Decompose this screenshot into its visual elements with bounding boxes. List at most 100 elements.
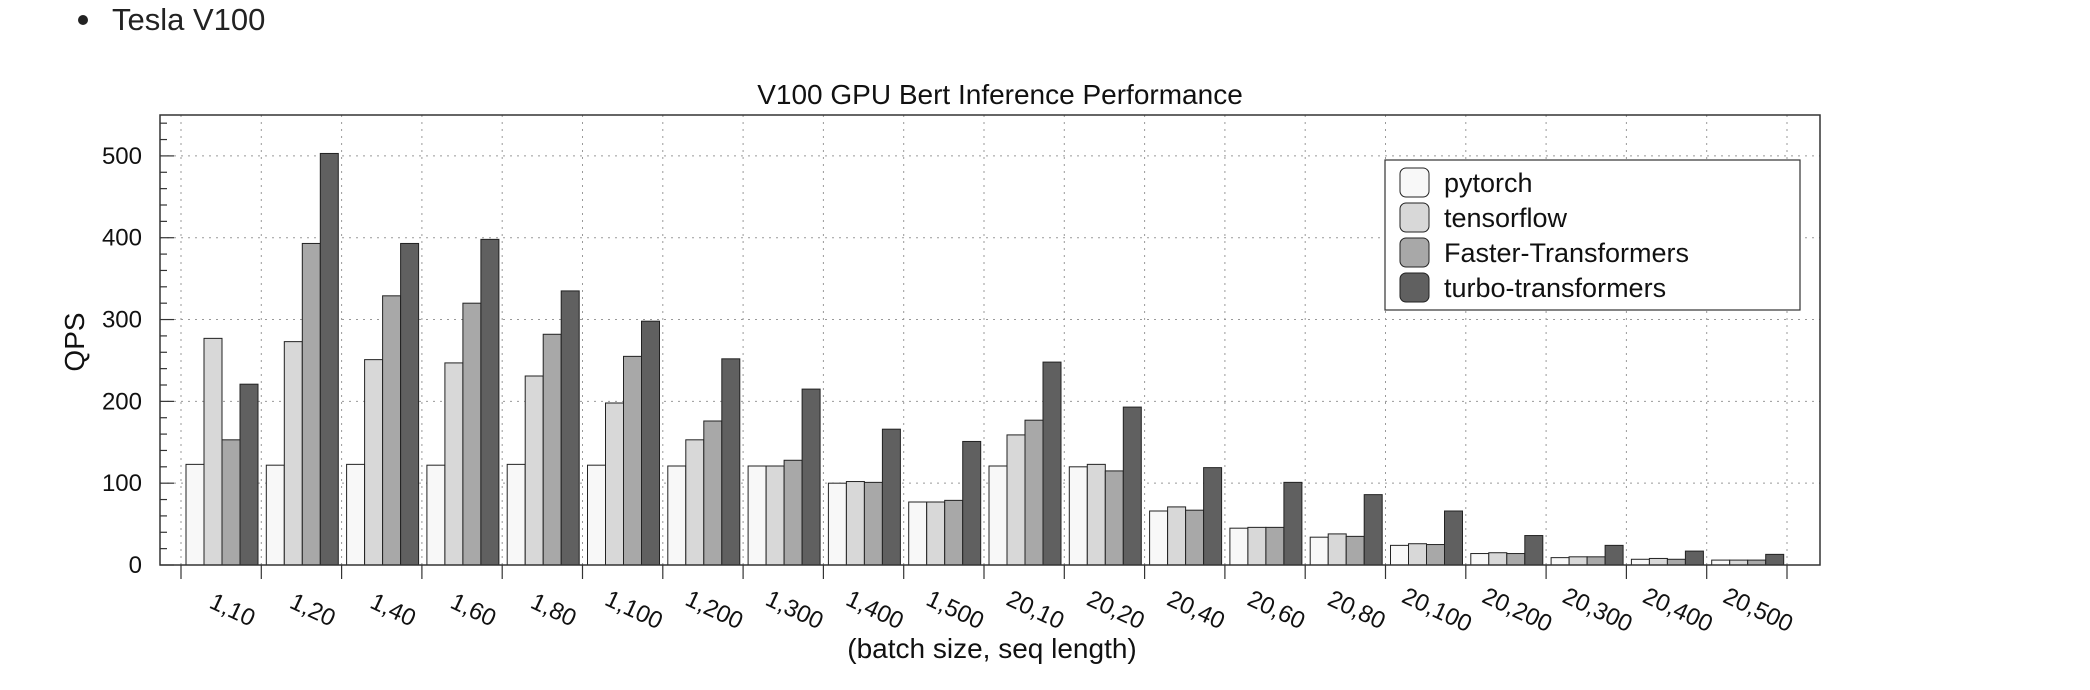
bar-faster-transformers	[1426, 544, 1445, 566]
x-tick-label: 1,400	[842, 585, 908, 635]
bar-tensorflow	[283, 341, 303, 566]
bar-tensorflow	[1086, 463, 1106, 566]
bar-faster-transformers	[1024, 419, 1044, 566]
x-tick-label: 1,200	[681, 585, 747, 635]
bar-turbo-transformers	[1203, 467, 1223, 566]
bar-turbo-transformers	[641, 320, 660, 566]
bar-faster-transformers	[382, 295, 402, 566]
bar-turbo-transformers	[319, 152, 339, 566]
bar-faster-transformers	[783, 459, 803, 566]
x-tick-label: 1,40	[366, 588, 420, 632]
x-tick-label: 20,40	[1163, 585, 1229, 635]
bar-faster-transformers	[863, 481, 883, 566]
x-tick-label: 20,500	[1719, 582, 1797, 637]
grid-lines	[160, 115, 1820, 565]
legend-label: Faster-Transformers	[1444, 238, 1689, 268]
bar-tensorflow	[605, 402, 624, 566]
bar-turbo-transformers	[1524, 535, 1544, 566]
x-tick-label: 20,200	[1478, 582, 1556, 637]
bar-pytorch	[747, 465, 767, 566]
bar-turbo-transformers	[881, 428, 901, 566]
bar-pytorch	[1630, 558, 1650, 566]
bar-turbo-transformers	[239, 383, 259, 566]
bar-pytorch	[667, 465, 687, 566]
bar-turbo-transformers	[962, 440, 982, 566]
y-tick-label: 100	[102, 470, 142, 497]
y-tick-label: 300	[102, 307, 142, 334]
bar-pytorch	[1390, 544, 1409, 566]
bar-faster-transformers	[301, 242, 321, 566]
y-tick-label: 200	[102, 388, 142, 415]
bar-turbo-transformers	[801, 388, 821, 566]
bar-turbo-transformers	[1042, 361, 1062, 566]
x-tick-label: 20,400	[1639, 582, 1717, 637]
bar-faster-transformers	[1265, 526, 1285, 566]
bar-faster-transformers	[1104, 470, 1124, 566]
legend-swatch	[1399, 167, 1430, 198]
x-tick-label: 1,500	[922, 585, 988, 635]
x-tick-label: 20,20	[1083, 585, 1149, 635]
bar-turbo-transformers	[1765, 553, 1785, 566]
bar-turbo-transformers	[1363, 494, 1383, 566]
bar-turbo-transformers	[560, 290, 580, 566]
bar-turbo-transformers	[1604, 544, 1624, 566]
bar-tensorflow	[1408, 543, 1427, 566]
bar-tensorflow	[364, 359, 384, 566]
bar-tensorflow	[1247, 526, 1267, 566]
bar-pytorch	[1309, 536, 1329, 566]
x-tick-label: 20,300	[1558, 582, 1636, 637]
bar-turbo-transformers	[480, 238, 500, 566]
bar-tensorflow	[1568, 556, 1588, 566]
bar-tensorflow	[765, 465, 785, 566]
bar-faster-transformers	[1345, 535, 1365, 566]
y-tick-label: 0	[129, 552, 142, 579]
bar-faster-transformers	[944, 499, 964, 566]
bars	[185, 152, 1785, 566]
x-axis: 1,10 1,20 1,40 1,60 1,80 1,100 1,200 1,300 1,400…	[180, 565, 1797, 638]
bar-tensorflow	[926, 501, 946, 566]
bar-pytorch	[587, 464, 606, 566]
y-tick-label: 400	[102, 225, 142, 252]
bar-pytorch	[1550, 557, 1570, 566]
bar-tensorflow	[1488, 552, 1508, 566]
bar-pytorch	[1068, 466, 1088, 566]
x-tick-label: 1,20	[286, 588, 340, 632]
bar-turbo-transformers	[721, 358, 741, 566]
bar-turbo-transformers	[1283, 481, 1303, 566]
bar-pytorch	[1229, 527, 1249, 566]
x-tick-label: 1,60	[446, 588, 500, 632]
bullet-text: Tesla V100	[112, 2, 266, 37]
bar-pytorch	[426, 464, 446, 566]
bar-pytorch	[185, 463, 205, 566]
bar-pytorch	[265, 464, 285, 566]
bar-tensorflow	[203, 337, 223, 566]
legend-box	[1384, 159, 1801, 311]
bar-pytorch	[346, 463, 366, 566]
bar-tensorflow	[1327, 533, 1347, 566]
legend-swatch	[1399, 237, 1430, 268]
bar-tensorflow	[845, 481, 865, 566]
y-tick-label: 500	[102, 143, 142, 170]
bar-faster-transformers	[462, 302, 482, 566]
bar-faster-transformers	[221, 439, 241, 566]
bar-faster-transformers	[623, 355, 642, 566]
x-tick-label: 1,80	[527, 588, 581, 632]
bar-pytorch	[908, 501, 928, 566]
legend-label: pytorch	[1444, 168, 1533, 198]
bar-tensorflow	[1648, 557, 1668, 566]
bar-faster-transformers	[542, 333, 562, 566]
bar-turbo-transformers	[1684, 550, 1704, 566]
legend-swatch	[1399, 272, 1430, 303]
bar-faster-transformers	[1666, 558, 1686, 566]
chart-title: V100 GPU Bert Inference Performance	[757, 79, 1243, 110]
bar-faster-transformers	[703, 420, 723, 566]
x-tick-label: 20,80	[1324, 585, 1390, 635]
bar-tensorflow	[524, 375, 544, 566]
x-axis-label: (batch size, seq length)	[847, 633, 1137, 664]
bar-pytorch	[1470, 553, 1490, 566]
bar-tensorflow	[1006, 434, 1026, 566]
x-tick-label: 1,300	[761, 585, 827, 635]
bar-tensorflow	[1167, 506, 1187, 566]
legend-label: tensorflow	[1444, 203, 1568, 233]
